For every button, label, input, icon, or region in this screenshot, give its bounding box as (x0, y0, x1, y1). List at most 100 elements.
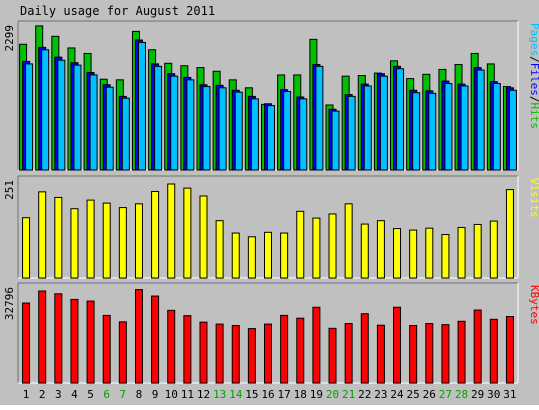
x-tick-label: 30 (487, 388, 500, 401)
visits-panel-bar-visits (489, 220, 498, 279)
visits-panel-bar-visits (167, 183, 176, 279)
visits-panel-bar-visits (344, 203, 353, 279)
visits-panel-bar-visits (231, 232, 240, 279)
kbytes-panel-bar-kbytes (22, 302, 31, 384)
visits-panel-bar-visits (38, 191, 47, 279)
hits-panel-legend-part: Pages (528, 23, 539, 56)
x-tick-label: 5 (87, 388, 94, 401)
x-tick-label: 28 (455, 388, 468, 401)
x-tick-label: 14 (229, 388, 243, 401)
visits-panel-bar-visits (505, 189, 514, 279)
visits-panel-bar-visits (70, 208, 79, 279)
visits-panel-bar-visits (473, 223, 482, 279)
hits-panel-bar-pages (412, 92, 421, 171)
hits-panel-bar-pages (250, 98, 259, 171)
hits-panel-bar-pages (218, 87, 227, 171)
visits-panel-bar-visits (409, 229, 418, 279)
x-tick-label: 13 (213, 388, 226, 401)
hits-panel-bar-pages (331, 110, 340, 171)
hits-panel-legend: Pages/Files/Hits (528, 23, 539, 129)
kbytes-panel-bar-kbytes (457, 320, 466, 384)
hits-panel-bar-pages (428, 92, 437, 171)
hits-panel-bar-pages (105, 86, 114, 171)
hits-panel-bar-pages (121, 97, 130, 171)
x-tick-label: 24 (390, 388, 404, 401)
visits-panel-bar-visits (441, 234, 450, 279)
kbytes-panel-bar-kbytes (441, 324, 450, 384)
visits-panel-bar-visits (199, 195, 208, 279)
hits-panel-bar-pages (41, 49, 50, 171)
visits-panel-bar-visits (457, 226, 466, 279)
visits-panel-legend-part: Visits (528, 178, 539, 218)
visits-panel-bar-visits (22, 217, 31, 279)
visits-panel-bar-visits (102, 202, 111, 279)
hits-panel-legend-part: / (528, 96, 539, 103)
kbytes-panel-bar-kbytes (328, 327, 337, 384)
hits-panel-bar-pages (460, 85, 469, 171)
x-tick-label: 2 (39, 388, 46, 401)
x-tick-label: 17 (278, 388, 291, 401)
kbytes-panel-bar-kbytes (312, 306, 321, 384)
x-tick-label: 26 (423, 388, 436, 401)
kbytes-panel-bar-kbytes (425, 323, 434, 384)
hits-panel-bar-pages (476, 69, 485, 171)
hits-panel-bar-pages (267, 105, 275, 171)
x-tick-label: 1 (23, 388, 30, 401)
kbytes-panel-bar-kbytes (409, 324, 418, 384)
visits-panel-bar-visits (296, 210, 305, 279)
kbytes-panel-bar-kbytes (86, 300, 95, 384)
x-tick-label: 7 (120, 388, 127, 401)
x-tick-label: 19 (310, 388, 323, 401)
x-tick-label: 4 (71, 388, 78, 401)
kbytes-panel-bar-kbytes (167, 309, 176, 384)
hits-panel-bar-pages (396, 68, 405, 171)
visits-panel-bar-visits (425, 227, 434, 279)
x-tick-label: 15 (245, 388, 258, 401)
x-tick-label: 9 (152, 388, 159, 401)
kbytes-panel-bar-kbytes (505, 316, 514, 384)
x-tick-label: 12 (197, 388, 210, 401)
kbytes-panel-bar-kbytes (134, 289, 143, 384)
hits-panel-legend-part: Files (528, 63, 539, 96)
hits-panel-bar-pages (73, 64, 82, 171)
visits-panel-bar-visits (54, 196, 63, 279)
kbytes-panel-bar-kbytes (360, 313, 369, 384)
visits-panel-bar-visits (247, 236, 256, 279)
x-tick-label: 22 (358, 388, 371, 401)
x-tick-label: 11 (181, 388, 194, 401)
hits-panel-bar-pages (315, 65, 324, 171)
x-tick-label: 20 (326, 388, 339, 401)
visits-panel-bar-visits (183, 187, 192, 279)
kbytes-panel-bar-kbytes (102, 314, 111, 384)
x-tick-label: 29 (471, 388, 484, 401)
kbytes-panel-bar-kbytes (247, 328, 256, 384)
x-tick-label: 23 (374, 388, 387, 401)
visits-panel-bar-visits (360, 223, 369, 279)
x-tick-label: 6 (103, 388, 110, 401)
visits-panel-bar-visits (215, 220, 224, 279)
kbytes-panel-bar-kbytes (376, 324, 385, 384)
visits-panel-bar-visits (118, 207, 127, 279)
x-tick-label: 3 (55, 388, 62, 401)
visits-panel-max-label: 251 (3, 180, 16, 200)
hits-panel-max-label: 2299 (3, 25, 16, 52)
hits-panel-bar-pages (299, 98, 308, 171)
x-tick-label: 8 (136, 388, 143, 401)
x-tick-label: 21 (342, 388, 355, 401)
kbytes-panel-bar-kbytes (231, 324, 240, 384)
visits-panel-bar-visits (280, 232, 289, 279)
visits-panel-bar-visits (312, 217, 321, 279)
visits-panel-bar-visits (86, 199, 95, 279)
hits-panel-bar-pages (283, 90, 292, 171)
kbytes-panel-bar-kbytes (183, 315, 192, 384)
x-tick-label: 10 (165, 388, 178, 401)
hits-panel-bar-pages (170, 75, 179, 171)
hits-panel-legend-part: / (528, 56, 539, 63)
hits-panel-bar-pages (492, 83, 501, 171)
hits-panel-bar-pages (444, 83, 453, 171)
hits-panel-bar-pages (363, 85, 372, 171)
kbytes-panel-legend-part: KBytes (528, 285, 539, 325)
kbytes-panel-bar-kbytes (489, 318, 498, 384)
